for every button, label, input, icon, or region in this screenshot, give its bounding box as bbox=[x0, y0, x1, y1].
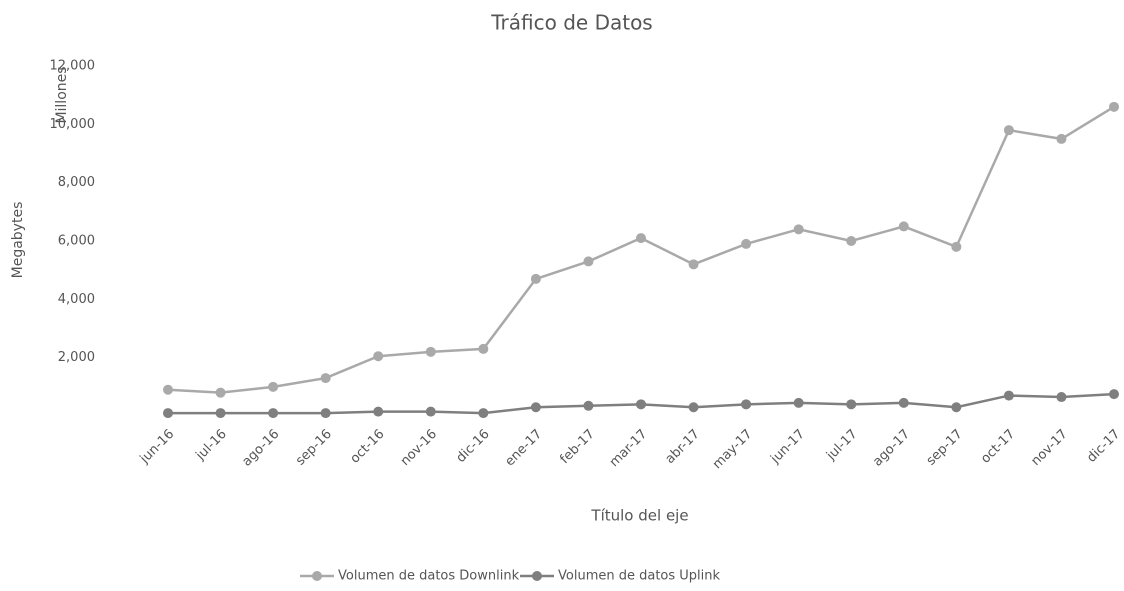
data-point bbox=[951, 402, 962, 413]
x-tick-label: dic-17 bbox=[1084, 427, 1123, 466]
data-point bbox=[320, 408, 331, 419]
data-point bbox=[898, 221, 909, 232]
data-point bbox=[215, 387, 226, 398]
y-axis-label: Megabytes bbox=[10, 202, 26, 279]
data-point bbox=[373, 406, 384, 417]
x-tick-label: sep-17 bbox=[924, 427, 966, 469]
data-point bbox=[163, 408, 173, 419]
data-point bbox=[1003, 390, 1014, 401]
data-point bbox=[898, 397, 909, 408]
x-tick-label: ene-17 bbox=[502, 427, 545, 470]
data-point bbox=[268, 408, 279, 419]
chart-title: Tráfico de Datos bbox=[490, 11, 652, 35]
data-point bbox=[530, 273, 541, 284]
x-tick-label: oct-16 bbox=[348, 427, 388, 467]
x-tick-label: dic-16 bbox=[454, 427, 493, 466]
legend-marker bbox=[532, 571, 542, 581]
data-point bbox=[1109, 101, 1119, 112]
data-point bbox=[741, 238, 752, 249]
data-point bbox=[846, 399, 857, 410]
data-point bbox=[215, 408, 226, 419]
legend-label: Volumen de datos Uplink bbox=[558, 569, 721, 584]
x-tick-label: may-17 bbox=[710, 427, 755, 472]
x-tick-label: oct-17 bbox=[978, 427, 1018, 467]
data-point bbox=[793, 397, 804, 408]
data-point bbox=[583, 400, 594, 411]
x-tick-label: jun-16 bbox=[137, 427, 178, 468]
data-point bbox=[268, 381, 279, 392]
data-point bbox=[1003, 125, 1014, 136]
x-tick-label: ago-17 bbox=[870, 427, 913, 470]
data-point bbox=[636, 399, 646, 410]
x-tick-label: jul-16 bbox=[193, 427, 230, 464]
data-point bbox=[1056, 133, 1067, 144]
data-point bbox=[688, 259, 699, 270]
data-point bbox=[425, 406, 436, 417]
legend-marker bbox=[312, 571, 322, 581]
x-tick-label: nov-16 bbox=[398, 427, 440, 469]
x-axis-label: Título del eje bbox=[590, 507, 688, 525]
data-point bbox=[688, 402, 699, 413]
x-tick-label: ago-16 bbox=[240, 427, 283, 470]
data-point bbox=[163, 384, 173, 395]
data-point bbox=[793, 224, 804, 235]
data-point bbox=[741, 399, 752, 410]
y-tick-label: 8,000 bbox=[58, 175, 95, 190]
y-tick-label: 10,000 bbox=[50, 117, 96, 132]
legend-label: Volumen de datos Downlink bbox=[338, 569, 520, 584]
data-point bbox=[1109, 389, 1119, 400]
data-point bbox=[951, 241, 962, 252]
data-point bbox=[636, 233, 646, 244]
data-point bbox=[373, 351, 384, 362]
y-unit-label: Millones bbox=[54, 66, 70, 123]
x-tick-label: nov-17 bbox=[1028, 427, 1070, 469]
y-tick-label: 2,000 bbox=[58, 350, 95, 365]
x-tick-label: jul-17 bbox=[823, 427, 860, 464]
y-tick-label: 12,000 bbox=[50, 59, 96, 74]
data-point bbox=[320, 373, 331, 384]
y-tick-label: 4,000 bbox=[58, 292, 95, 307]
x-tick-label: mar-17 bbox=[607, 427, 650, 470]
data-point bbox=[583, 256, 594, 267]
data-point bbox=[425, 346, 436, 357]
x-tick-label: abr-17 bbox=[663, 427, 703, 467]
series-line bbox=[167, 105, 1115, 394]
data-point bbox=[478, 343, 489, 354]
x-tick-label: jun-17 bbox=[767, 427, 808, 468]
data-point bbox=[530, 402, 541, 413]
x-tick-label: feb-17 bbox=[557, 427, 597, 467]
data-point bbox=[478, 408, 489, 419]
data-point bbox=[1056, 392, 1067, 403]
y-tick-label: 6,000 bbox=[58, 234, 95, 249]
x-tick-label: sep-16 bbox=[293, 427, 335, 469]
data-point bbox=[846, 236, 857, 246]
